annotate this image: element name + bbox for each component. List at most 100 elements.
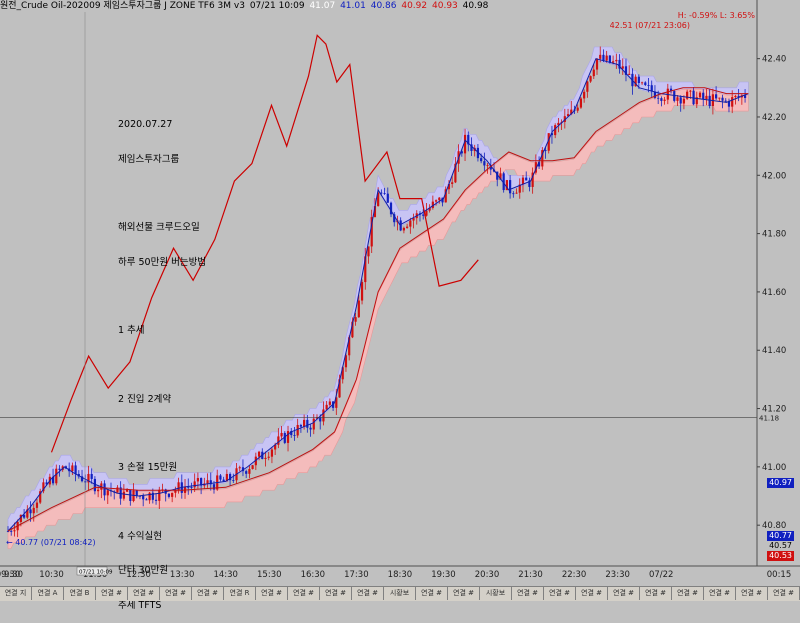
candle bbox=[74, 461, 77, 482]
header-high: 41.01 bbox=[340, 1, 366, 11]
bottom-tab[interactable]: 연결 # bbox=[288, 587, 320, 600]
candle bbox=[634, 74, 637, 87]
bottom-tab[interactable]: 연결 # bbox=[96, 587, 128, 600]
candle-body bbox=[251, 465, 254, 469]
candle bbox=[39, 488, 42, 505]
bottom-tab[interactable]: 연결 # bbox=[416, 587, 448, 600]
bottom-tab[interactable]: 연결 # bbox=[128, 587, 160, 600]
bottom-tab[interactable]: 연결 # bbox=[160, 587, 192, 600]
candle-body bbox=[602, 54, 605, 61]
bottom-tab[interactable]: 연결 B bbox=[64, 587, 96, 600]
candle bbox=[32, 504, 35, 522]
bottom-tab[interactable]: 연결 # bbox=[544, 587, 576, 600]
bottom-tab[interactable]: 연결 # bbox=[576, 587, 608, 600]
candle-body bbox=[589, 76, 592, 82]
candle-body bbox=[521, 177, 525, 185]
candle-body bbox=[570, 109, 573, 115]
note-item1: 1 추세 bbox=[118, 325, 145, 336]
header-low: 40.86 bbox=[370, 1, 397, 11]
candle-body bbox=[438, 197, 441, 201]
bottom-tab[interactable]: 연결 지 bbox=[0, 587, 32, 600]
candle bbox=[521, 174, 525, 193]
bottom-tab[interactable]: 시황보 bbox=[480, 587, 512, 600]
candle-body bbox=[303, 419, 306, 427]
bottom-tab[interactable]: 연결 # bbox=[256, 587, 288, 600]
candle-body bbox=[502, 173, 505, 191]
candle-body bbox=[354, 317, 357, 322]
candle bbox=[431, 195, 434, 210]
candle bbox=[206, 473, 209, 488]
bottom-tab[interactable]: 연결 # bbox=[192, 587, 224, 600]
candle-body bbox=[254, 456, 257, 466]
x-tick-label: 9:30 bbox=[4, 570, 23, 580]
candle-body bbox=[348, 337, 351, 356]
note-item5: 단타 30만원 bbox=[118, 565, 169, 576]
candle-body bbox=[296, 424, 299, 436]
bottom-tab[interactable]: 시황보 bbox=[384, 587, 416, 600]
candle-body bbox=[174, 489, 177, 493]
candle bbox=[222, 476, 225, 482]
candle-body bbox=[338, 379, 341, 398]
candle-body bbox=[270, 449, 274, 457]
bottom-tab[interactable]: 연결 # bbox=[736, 587, 768, 600]
note-item4: 4 수익실현 bbox=[118, 530, 163, 542]
candle bbox=[624, 58, 628, 82]
candle-body bbox=[425, 210, 428, 216]
y-tick-label: 42.00 bbox=[762, 171, 786, 181]
candle bbox=[328, 398, 331, 408]
candle-body bbox=[428, 207, 431, 211]
candle bbox=[97, 486, 100, 498]
candle bbox=[663, 96, 666, 105]
candle bbox=[228, 472, 232, 486]
candle-body bbox=[727, 101, 731, 107]
x-tick-label: 13:30 bbox=[170, 570, 195, 580]
candle-body bbox=[212, 484, 216, 490]
candle-body bbox=[35, 502, 39, 508]
candle-body bbox=[10, 531, 13, 532]
bottom-tab[interactable]: 연결 # bbox=[768, 587, 800, 600]
candle-body bbox=[470, 144, 473, 151]
candle-body bbox=[383, 193, 386, 194]
candle bbox=[698, 91, 702, 99]
y-tick-label: 41.60 bbox=[762, 288, 786, 298]
bottom-tab[interactable]: 연결 # bbox=[672, 587, 704, 600]
candle-body bbox=[618, 59, 621, 69]
candle-body bbox=[550, 133, 554, 136]
candle-body bbox=[624, 66, 628, 75]
candle bbox=[167, 493, 171, 499]
bottom-tab[interactable]: 연결 # bbox=[704, 587, 736, 600]
candle-body bbox=[557, 122, 560, 126]
candle bbox=[354, 312, 357, 326]
candle-body bbox=[689, 90, 692, 92]
candle-body bbox=[142, 496, 145, 500]
bottom-tab[interactable]: 연결 # bbox=[512, 587, 544, 600]
x-tick-label: 22:30 bbox=[562, 570, 587, 580]
slow-average-line bbox=[7, 87, 749, 532]
candle bbox=[422, 209, 425, 220]
bottom-tab[interactable]: 연결 A bbox=[32, 587, 64, 600]
bottom-tab[interactable]: 연결 # bbox=[352, 587, 384, 600]
bottom-tab[interactable]: 연결 R bbox=[224, 587, 256, 600]
bottom-tab[interactable]: 연결 # bbox=[320, 587, 352, 600]
candle-body bbox=[686, 91, 689, 99]
bottom-tab[interactable]: 연결 # bbox=[640, 587, 672, 600]
candle-body bbox=[393, 214, 396, 223]
candle bbox=[592, 64, 595, 80]
candle bbox=[325, 401, 328, 411]
header-title: 원전_Crude Oil-202009 제임스투자그룹 J ZONE TF6 3… bbox=[0, 1, 245, 11]
candle-body bbox=[248, 468, 251, 474]
x-tick-label: 07/22 bbox=[649, 570, 674, 580]
candle bbox=[695, 91, 698, 109]
candle bbox=[10, 527, 13, 536]
candle-body bbox=[628, 73, 631, 75]
bottom-tab[interactable]: 연결 # bbox=[448, 587, 480, 600]
candle bbox=[209, 472, 212, 491]
candle bbox=[515, 188, 518, 194]
candle bbox=[357, 295, 360, 318]
bottom-tab[interactable]: 연결 # bbox=[608, 587, 640, 600]
candle-body bbox=[434, 200, 438, 202]
candle bbox=[692, 86, 695, 106]
candle-body bbox=[673, 91, 676, 101]
candle-body bbox=[476, 147, 480, 159]
bottom-tab-bar: 연결 지 연결 A 연결 B 연결 # 연결 # 연결 # 연결 # 연결 R 연결 # 연결 #… bbox=[0, 586, 800, 601]
